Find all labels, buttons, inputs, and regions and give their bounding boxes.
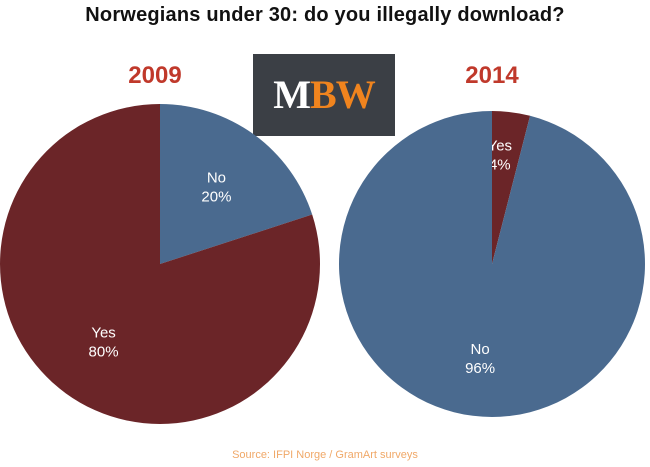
- pie-2014-label-yes-name: Yes: [488, 138, 512, 155]
- pie-2009-label-no-name: No: [207, 169, 226, 186]
- pie-2009-slice-no: [160, 104, 313, 264]
- pie-2009-label-yes-value: 80%: [89, 344, 119, 361]
- pie-2014-label-no-value: 96%: [465, 360, 495, 377]
- pie-2014-slice-no: [339, 111, 645, 418]
- mbw-logo-text: MBW: [273, 72, 376, 117]
- pie-title-2009: 2009: [128, 62, 182, 89]
- pie-2014-label-no-name: No: [471, 341, 490, 358]
- pie-title-2014: 2014: [465, 62, 519, 89]
- pie-2009-label-no-value: 20%: [201, 188, 231, 205]
- pie-2009-label-yes-name: Yes: [91, 325, 115, 342]
- mbw-logo-m: M: [273, 72, 311, 117]
- pie-2014-label-yes-value: 4%: [489, 157, 511, 174]
- pie-2014-slice-yes: [492, 111, 531, 264]
- mbw-logo: MBW: [253, 54, 395, 136]
- source-note: Source: IFPI Norge / GramArt surveys: [232, 449, 418, 461]
- mbw-logo-bw: BW: [310, 72, 376, 117]
- chart-title: Norwegians under 30: do you illegally do…: [85, 4, 565, 26]
- pie-2009-slice-yes: [0, 104, 320, 424]
